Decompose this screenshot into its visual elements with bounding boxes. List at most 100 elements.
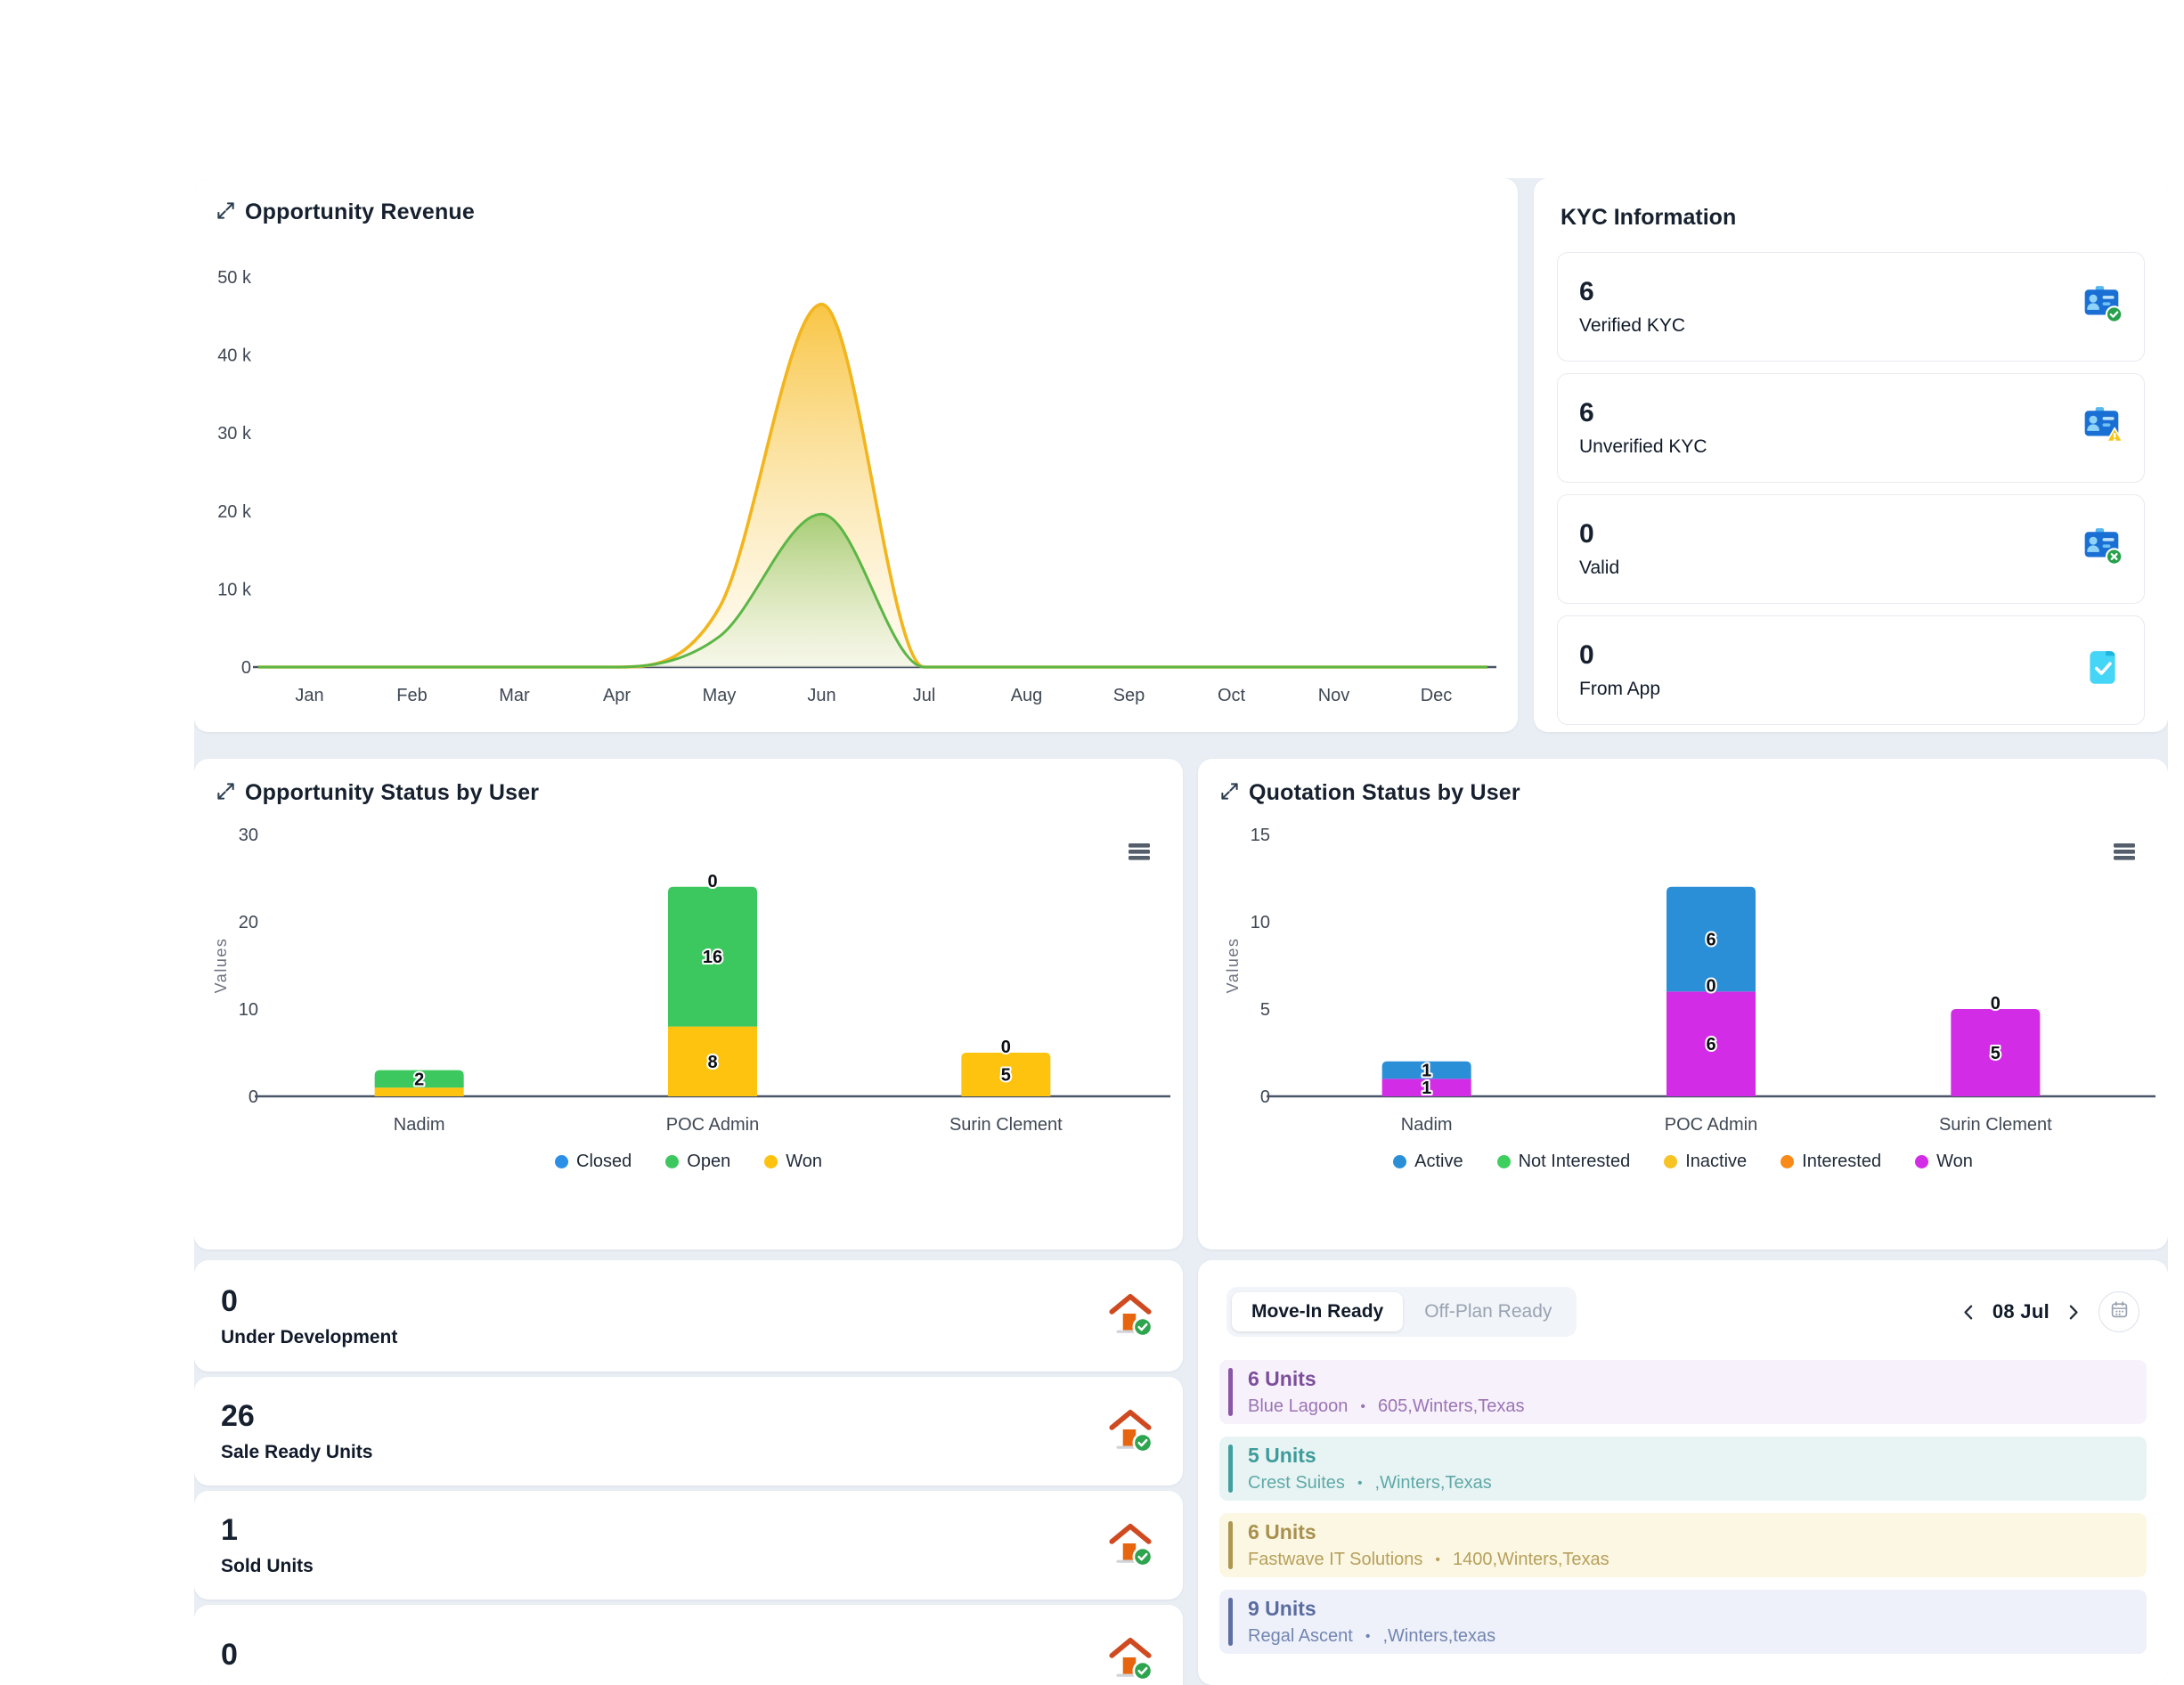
svg-text:0: 0 [249,1087,258,1107]
kyc-card-text: 0 Valid [1579,519,1619,579]
house-check-icon [1104,1632,1156,1685]
stat-card-sold-units: 1 Sold Units [194,1491,1183,1600]
date-label: 08 Jul [1992,1300,2050,1323]
id-card-warning-icon [2082,405,2123,451]
legend-item-won[interactable]: Won [1915,1152,1973,1172]
dashboard: Opportunity Revenue 0 10 k 20 k 30 k 40 k 50 … [194,178,2168,1685]
legend-label: Inactive [1685,1152,1748,1171]
svg-text:Surin Clement: Surin Clement [1939,1115,2052,1135]
svg-text:10 k: 10 k [217,580,252,599]
unit-schedule-card: Move-In Ready Off-Plan Ready 08 Jul 6 Uni… [1198,1260,2168,1685]
schedule-item-crest-suites[interactable]: 5 Units Crest Suites • ,Winters,Texas [1219,1437,2147,1501]
legend-label: Open [687,1152,731,1171]
legend-dot [1915,1155,1929,1168]
svg-text:0: 0 [1001,1038,1011,1057]
svg-text:15: 15 [1251,826,1270,845]
card-title-opportunity-status: Opportunity Status by User [245,780,540,805]
svg-text:1: 1 [1422,1062,1431,1081]
schedule-item-units: 6 Units [1248,1367,1316,1390]
stat-text: 26 Sale Ready Units [221,1399,372,1463]
svg-text:0: 0 [1706,977,1715,997]
bullet-separator: • [1357,1475,1363,1491]
document-check-icon [2082,647,2123,693]
legend-item-interested[interactable]: Interested [1781,1152,1881,1172]
calendar-icon [2110,1300,2129,1323]
id-card-x-icon [2082,526,2123,572]
stat-text: 1 Sold Units [221,1513,314,1577]
legend-label: Interested [1802,1152,1882,1171]
svg-text:Aug: Aug [1011,686,1043,705]
svg-text:30 k: 30 k [217,424,252,444]
property-name: Fastwave IT Solutions [1248,1550,1423,1569]
legend-dot [555,1155,569,1168]
chevron-right-icon[interactable] [2064,1303,2082,1322]
property-address: ,Winters,Texas [1374,1473,1492,1493]
schedule-item-units: 9 Units [1248,1597,1316,1620]
kyc-card-verified-kyc: 6 Verified KYC [1557,252,2145,362]
expand-icon[interactable] [216,200,236,225]
legend-dot [764,1155,778,1168]
stat-label: Under Development [221,1326,398,1347]
svg-text:6: 6 [1706,1035,1715,1054]
schedule-item-blue-lagoon[interactable]: 6 Units Blue Lagoon • 605,Winters,Texas [1219,1360,2147,1424]
kyc-title: KYC Information [1561,205,1737,230]
legend-dot [1781,1155,1795,1168]
schedule-item-units: 5 Units [1248,1444,1316,1467]
svg-text:0: 0 [1991,994,2001,1013]
card-title-quotation-status: Quotation Status by User [1249,780,1520,805]
chart-menu-icon[interactable] [1128,841,1151,867]
legend-item-inactive[interactable]: Inactive [1664,1152,1747,1172]
legend-label: Won [786,1152,822,1171]
chart-menu-icon[interactable] [2113,841,2136,867]
schedule-item-list: 6 Units Blue Lagoon • 605,Winters,Texas 5 Un… [1219,1360,2147,1654]
legend-item-won[interactable]: Won [764,1152,822,1172]
legend-label: Won [1936,1152,1973,1171]
legend-label: Active [1414,1152,1463,1171]
expand-icon[interactable] [216,781,236,806]
schedule-item-subtitle: Fastwave IT Solutions • 1400,Winters,Texas [1248,1550,2147,1570]
svg-text:50 k: 50 k [217,268,252,288]
svg-text:0: 0 [1260,1087,1270,1107]
svg-text:20 k: 20 k [217,502,252,522]
kyc-value: 6 [1579,277,1594,306]
kyc-value: 6 [1579,398,1594,427]
property-name: Regal Ascent [1248,1626,1353,1646]
kyc-value: 0 [1579,640,1594,670]
svg-text:10: 10 [1251,913,1270,932]
kyc-card-text: 6 Verified KYC [1579,277,1685,337]
legend-dot [1393,1155,1407,1168]
legend-item-open[interactable]: Open [665,1152,730,1172]
schedule-item-fastwave-it-solutions[interactable]: 6 Units Fastwave IT Solutions • 1400,Winter… [1219,1513,2147,1577]
bullet-separator: • [1365,1628,1371,1644]
tab-off-plan-ready[interactable]: Off-Plan Ready [1424,1301,1552,1322]
kyc-label: Unverified KYC [1579,436,1707,457]
kyc-value: 0 [1579,519,1594,549]
svg-text:5: 5 [1001,1066,1011,1086]
schedule-item-subtitle: Crest Suites • ,Winters,Texas [1248,1473,2147,1494]
expand-icon[interactable] [1219,781,1240,806]
legend-dot [1664,1155,1678,1168]
house-check-icon [1104,1518,1156,1574]
stat-text: 0 Under Development [221,1284,397,1348]
svg-text:20: 20 [239,913,258,932]
chevron-left-icon[interactable] [1960,1303,1978,1322]
id-card-check-icon [2082,284,2123,330]
kyc-list: 6 Verified KYC 6 Unverified KYC 0 Valid 0 From … [1557,252,2145,725]
kyc-label: Verified KYC [1579,315,1686,336]
legend-item-closed[interactable]: Closed [555,1152,632,1172]
svg-text:30: 30 [239,826,258,845]
svg-text:5: 5 [1991,1044,2001,1063]
schedule-item-regal-ascent[interactable]: 9 Units Regal Ascent • ,Winters,texas [1219,1590,2147,1654]
svg-text:May: May [703,686,737,705]
calendar-button[interactable] [2098,1291,2139,1332]
legend-item-active[interactable]: Active [1393,1152,1463,1172]
bullet-separator: • [1435,1551,1440,1567]
kyc-card-text: 0 From App [1579,640,1660,700]
tab-move-in-ready[interactable]: Move-In Ready [1232,1292,1404,1331]
svg-text:Surin Clement: Surin Clement [949,1115,1063,1135]
legend-item-not-interested[interactable]: Not Interested [1496,1152,1630,1172]
svg-text:Jan: Jan [295,686,323,705]
house-check-icon [1104,1288,1156,1344]
property-name: Crest Suites [1248,1473,1345,1493]
